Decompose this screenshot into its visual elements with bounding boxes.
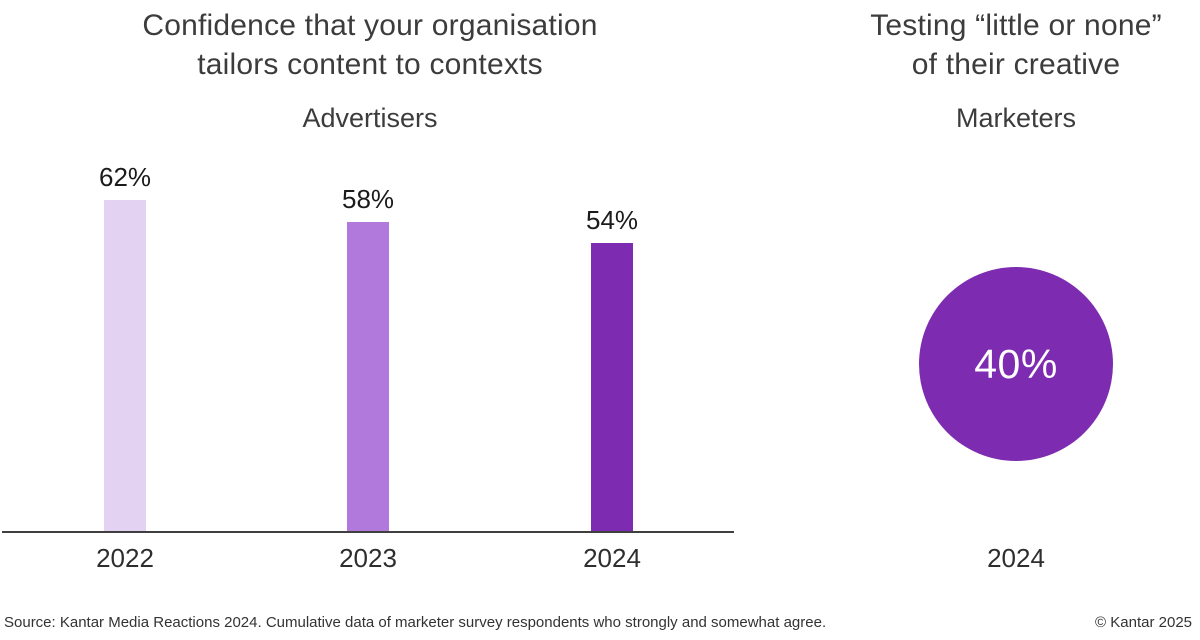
left-chart-subtitle: Advertisers: [302, 103, 438, 133]
bar-value-label-2024: 54%: [585, 205, 639, 236]
right-chart-title: Testing “little or none” of their creati…: [820, 6, 1200, 84]
circle-value-label: 40%: [974, 340, 1058, 387]
circle-marker: 40%: [919, 267, 1113, 461]
bar-2024: [591, 243, 633, 532]
bar-2023: [347, 221, 389, 532]
bar-value-label-2022: 62%: [98, 162, 152, 193]
x-axis-line: [2, 531, 734, 533]
circle-year-label: 2024: [987, 543, 1045, 573]
source-note: Source: Kantar Media Reactions 2024. Cum…: [4, 614, 827, 631]
right-chart-title-line2: of their creative: [911, 48, 1121, 81]
bar-value-label-2023: 58%: [341, 183, 395, 214]
x-tick-2022: 2022: [96, 543, 154, 573]
left-chart-title-line2: tailors content to contexts: [197, 48, 543, 81]
left-chart-title-line1: Confidence that your organisation: [142, 9, 598, 42]
x-tick-2023: 2023: [339, 543, 397, 573]
x-tick-2024: 2024: [583, 543, 641, 573]
bar-group-2023: 58%: [342, 184, 394, 532]
left-chart-title: Confidence that your organisation tailor…: [0, 6, 740, 84]
copyright-note: © Kantar 2025: [1095, 614, 1192, 631]
bar-2022: [104, 200, 146, 532]
bar-group-2022: 62%: [99, 162, 151, 532]
right-chart-title-line1: Testing “little or none”: [870, 9, 1162, 42]
bar-group-2024: 54%: [586, 205, 638, 532]
right-chart-subtitle: Marketers: [955, 103, 1077, 133]
